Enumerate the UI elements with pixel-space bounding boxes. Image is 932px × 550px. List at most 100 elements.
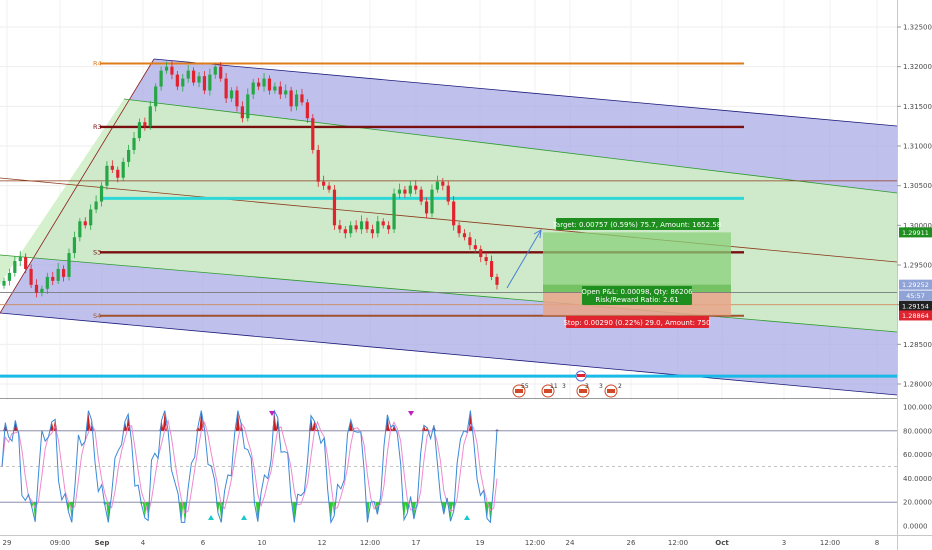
- candle: [408, 181, 412, 197]
- candle: [267, 75, 272, 95]
- candle: [473, 239, 477, 253]
- candle: [446, 181, 450, 206]
- economic-events[interactable]: 55 11 3 3 3 2: [512, 370, 622, 398]
- channel-inner-lower-line: [0, 254, 897, 333]
- long-position-tool[interactable]: Target: 0.00757 (0.59%) 75.7, Amount: 16…: [0, 218, 897, 328]
- candle: [40, 285, 44, 297]
- candle: [354, 220, 358, 233]
- candle: [289, 86, 293, 112]
- candle: [484, 252, 488, 266]
- candle: [235, 86, 239, 112]
- signal-marker: [464, 515, 470, 520]
- candle: [278, 81, 282, 100]
- svg-text:3: 3: [599, 383, 603, 390]
- candle: [479, 245, 483, 263]
- event-flag[interactable]: 2: [604, 383, 622, 398]
- candle: [284, 84, 288, 99]
- level-label: R3: [93, 123, 102, 131]
- candle: [424, 197, 429, 219]
- candle: [186, 65, 190, 83]
- candle: [338, 219, 342, 233]
- candle: [45, 272, 49, 294]
- price-tick-label: 1.31500: [903, 103, 932, 111]
- candle: [300, 88, 304, 106]
- time-tick-label: 12: [318, 539, 327, 547]
- candle: [403, 185, 407, 198]
- candle: [457, 222, 461, 238]
- candle: [359, 215, 364, 234]
- time-tick-label: 8: [875, 539, 879, 547]
- price-axis-label: 1.28864: [899, 310, 932, 321]
- stop-label-box: Stop: 0.00290 (0.22%) 29.0, Amount: 750: [563, 316, 711, 328]
- time-axis[interactable]: 29 09:00 Sep 4 6 10 12 12:00 17 19 12:00 24 26 12:00 O…: [3, 539, 880, 547]
- candle: [468, 232, 472, 250]
- candle: [397, 183, 402, 199]
- time-tick-label: Sep: [95, 539, 110, 547]
- target-zone: [543, 232, 731, 293]
- candle: [262, 73, 266, 92]
- candle: [213, 63, 217, 79]
- price-axis-label: 45:57: [899, 290, 932, 301]
- event-flag-top[interactable]: [575, 370, 587, 382]
- candle: [137, 118, 142, 142]
- svg-text:1.29252: 1.29252: [902, 281, 929, 289]
- overbought-fill: [235, 410, 240, 431]
- level-label: R4: [93, 59, 102, 67]
- candle: [105, 161, 109, 190]
- candle: [224, 73, 228, 104]
- svg-text:55: 55: [521, 383, 529, 390]
- candle: [143, 117, 147, 131]
- channel-outer-upper-line: [153, 58, 897, 127]
- candle: [170, 60, 174, 80]
- candle: [311, 114, 315, 154]
- candle: [127, 144, 131, 167]
- stop-label: Stop: 0.00290 (0.22%) 29.0, Amount: 750: [563, 319, 710, 327]
- price-tick-label: 1.28000: [903, 381, 932, 389]
- price-tick-label: 1.32000: [903, 63, 932, 71]
- event-flag[interactable]: 3: [599, 383, 603, 390]
- candle: [116, 166, 120, 183]
- candle: [495, 273, 499, 290]
- candle: [7, 268, 12, 286]
- event-flag[interactable]: 3: [562, 383, 566, 390]
- candle: [18, 251, 22, 267]
- event-flag[interactable]: 11: [541, 383, 558, 398]
- candle: [392, 188, 396, 233]
- time-tick-label: 09:00: [50, 539, 70, 547]
- oversold-fill: [405, 502, 410, 514]
- channel-inner-upper-line: [123, 98, 897, 194]
- candle: [327, 182, 331, 193]
- candle: [24, 253, 28, 274]
- candle: [99, 182, 104, 207]
- overbought-fill: [86, 410, 91, 431]
- candle: [132, 132, 136, 155]
- candle: [181, 73, 185, 92]
- candle: [316, 144, 320, 187]
- event-flag[interactable]: 3: [576, 383, 590, 398]
- candle: [72, 231, 77, 259]
- svg-text:3: 3: [562, 383, 566, 390]
- signal-marker: [241, 515, 247, 520]
- price-tick-label: 1.30500: [903, 182, 932, 190]
- time-tick-label: 29: [3, 539, 12, 547]
- candle: [154, 83, 158, 112]
- candle: [376, 215, 380, 238]
- candle: [273, 82, 277, 94]
- svg-text:3: 3: [585, 383, 589, 390]
- candle: [462, 229, 467, 241]
- oscillator-axis[interactable]: 100.0000 80.0000 60.0000 40.0000 20.0000 0.00…: [903, 404, 932, 531]
- candle: [61, 265, 66, 282]
- candle: [343, 226, 347, 239]
- candle: [29, 264, 33, 289]
- candle: [83, 217, 87, 229]
- projection-arrow: [506, 229, 542, 289]
- event-flag[interactable]: 55: [512, 383, 529, 398]
- channel-outer-lower-line: [0, 312, 897, 396]
- price-axis[interactable]: 1.32500 1.32000 1.31500 1.31000 1.30500 1.300…: [897, 24, 932, 389]
- candle: [175, 70, 179, 91]
- candle: [251, 78, 255, 100]
- pnl-label-box: Open P&L: 0.00098, Qty: 86206 Risk/Rewar…: [581, 286, 693, 305]
- svg-text:1.28864: 1.28864: [902, 312, 929, 320]
- candle: [441, 178, 445, 191]
